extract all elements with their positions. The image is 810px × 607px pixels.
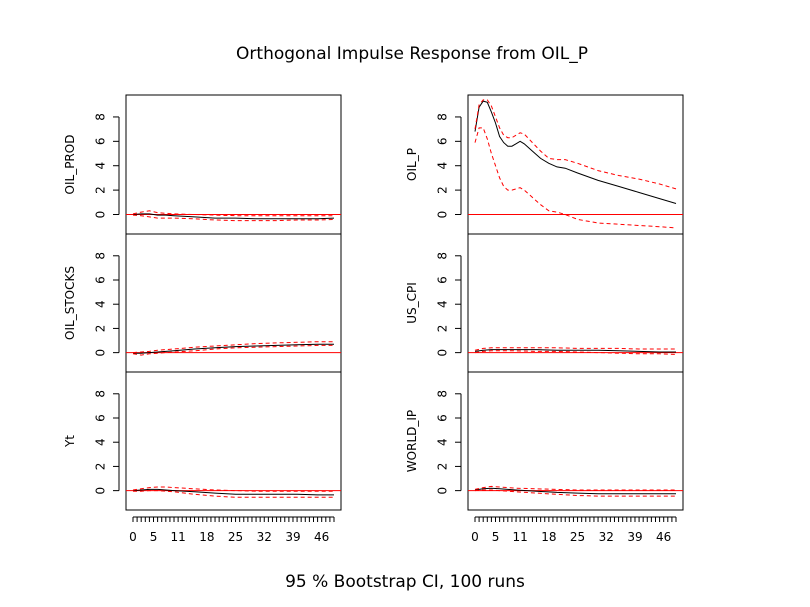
y-axis-label: OIL_STOCKS xyxy=(63,266,77,340)
ci-lower-line xyxy=(474,489,676,497)
x-tick-label: 39 xyxy=(285,530,300,544)
panel-frame xyxy=(125,371,342,511)
panel-frame xyxy=(125,233,342,373)
response-line xyxy=(474,487,676,495)
y-tick-label: 8 xyxy=(94,113,108,121)
y-tick-label: 6 xyxy=(94,138,108,146)
y-tick-label: 8 xyxy=(436,390,450,398)
y-tick-label: 0 xyxy=(94,349,108,357)
y-axis-label: OIL_PROD xyxy=(63,135,77,195)
x-tick-label: 0 xyxy=(471,530,479,544)
x-tick-label: 0 xyxy=(129,530,137,544)
y-tick-label: 6 xyxy=(94,276,108,284)
x-tick-label: 46 xyxy=(656,530,671,544)
y-axis: 0 2 4 6 8 WORLD_IP xyxy=(405,390,462,495)
y-tick-label: 6 xyxy=(436,414,450,422)
response-line xyxy=(133,343,334,354)
panel-us-cpi: 0 2 4 6 8 US_CPI xyxy=(405,233,684,373)
y-tick-label: 8 xyxy=(94,390,108,398)
ci-lower-line xyxy=(132,344,334,356)
ci-lower-line xyxy=(133,490,334,498)
y-tick-label: 0 xyxy=(94,487,108,495)
y-tick-label: 4 xyxy=(436,300,450,308)
y-tick-label: 4 xyxy=(436,162,450,170)
ci-lower-line xyxy=(474,127,677,229)
ci-upper-line xyxy=(132,341,334,354)
y-tick-label: 4 xyxy=(94,300,108,308)
y-axis: 0 2 4 6 8 OIL_P xyxy=(405,113,462,219)
y-tick-label: 0 xyxy=(436,487,450,495)
y-axis-label: Yt xyxy=(63,435,77,448)
y-tick-label: 2 xyxy=(94,463,108,471)
x-tick-label: 18 xyxy=(541,530,556,544)
y-tick-label: 4 xyxy=(436,438,450,446)
y-tick-label: 4 xyxy=(94,162,108,170)
ci-lower-line xyxy=(132,214,335,222)
x-axis: 0 5 11 18 25 32 39 46 xyxy=(471,516,677,544)
y-tick-label: 6 xyxy=(436,276,450,284)
figure-footer: 95 % Bootstrap CI, 100 runs xyxy=(285,572,525,592)
x-tick-label: 32 xyxy=(257,530,272,544)
ci-upper-line xyxy=(474,485,676,491)
y-tick-label: 2 xyxy=(94,186,108,194)
x-tick-label: 11 xyxy=(512,530,527,544)
response-line xyxy=(132,488,334,496)
x-tick-label: 5 xyxy=(150,530,158,544)
panel-frame xyxy=(125,94,342,235)
panel-oil-p: 0 2 4 6 8 OIL_P xyxy=(405,94,684,235)
y-axis: 0 2 4 6 8 US_CPI xyxy=(405,252,462,357)
y-axis: 0 2 4 6 8 OIL_PROD xyxy=(63,113,120,219)
ci-upper-line xyxy=(474,99,677,190)
y-tick-label: 2 xyxy=(436,186,450,194)
y-tick-label: 8 xyxy=(436,113,450,121)
y-tick-label: 8 xyxy=(94,252,108,260)
x-axis: 0 5 11 18 25 32 39 46 xyxy=(129,516,335,544)
x-tick-label: 25 xyxy=(228,530,243,544)
x-tick-label: 11 xyxy=(170,530,185,544)
y-tick-label: 4 xyxy=(94,438,108,446)
x-tick-label: 18 xyxy=(199,530,214,544)
y-tick-label: 2 xyxy=(94,325,108,333)
y-axis: 0 2 4 6 8 Yt xyxy=(63,390,120,495)
panel-frame xyxy=(467,371,684,511)
y-tick-label: 6 xyxy=(436,138,450,146)
y-tick-label: 2 xyxy=(436,325,450,333)
ci-upper-line xyxy=(132,486,334,492)
x-tick-label: 5 xyxy=(492,530,500,544)
response-line xyxy=(132,213,335,220)
panel-oil-prod: 0 2 4 6 8 OIL_PROD xyxy=(63,94,342,235)
x-tick-label: 46 xyxy=(314,530,329,544)
y-tick-label: 6 xyxy=(94,414,108,422)
y-tick-label: 0 xyxy=(436,211,450,219)
y-axis-label: OIL_P xyxy=(405,148,419,181)
y-tick-label: 2 xyxy=(436,463,450,471)
panel-frame xyxy=(467,94,684,235)
x-tick-label: 39 xyxy=(627,530,642,544)
x-tick-label: 25 xyxy=(570,530,585,544)
ci-lower-line xyxy=(474,350,677,355)
y-axis: 0 2 4 6 8 OIL_STOCKS xyxy=(63,252,120,357)
y-tick-label: 8 xyxy=(436,252,450,260)
response-line xyxy=(474,349,676,353)
x-tick-label: 32 xyxy=(599,530,614,544)
panel-oil-stocks: 0 2 4 6 8 OIL_STOCKS xyxy=(63,233,342,373)
response-line xyxy=(474,100,677,204)
y-axis-label: WORLD_IP xyxy=(405,410,419,472)
y-tick-label: 0 xyxy=(436,349,450,357)
y-tick-label: 0 xyxy=(94,211,108,219)
figure-title: Orthogonal Impulse Response from OIL_P xyxy=(236,44,588,64)
ci-upper-line xyxy=(132,210,334,217)
y-axis-label: US_CPI xyxy=(405,282,419,324)
ci-upper-line xyxy=(474,347,676,351)
